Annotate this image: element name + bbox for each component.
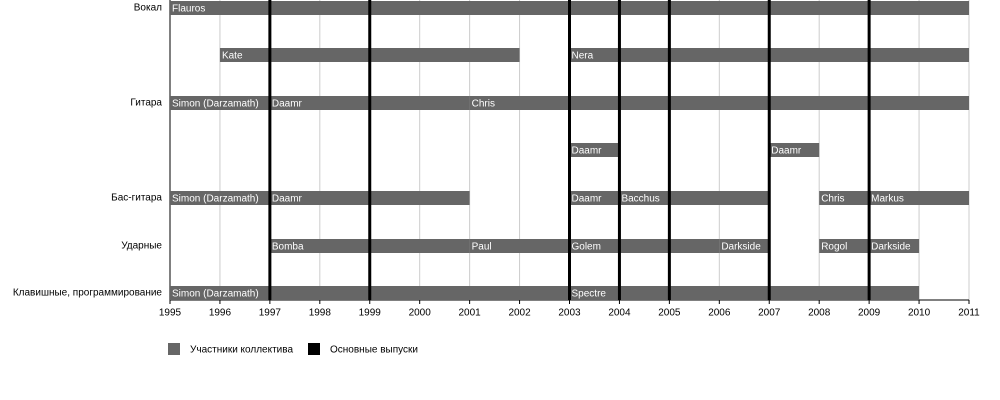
bar-label: Daamr: [771, 146, 802, 157]
bar-label: Simon (Darzamath): [172, 194, 259, 205]
bar-label: Daamr: [272, 99, 303, 110]
bar: [170, 96, 270, 110]
bar: [819, 239, 870, 253]
x-tick-label: 2010: [908, 308, 931, 319]
bar-label: Bacchus: [621, 194, 659, 205]
x-tick-label: 2008: [808, 308, 831, 319]
x-tick-label: 1999: [359, 308, 382, 319]
bar-label: Rogol: [821, 242, 847, 253]
bar: [769, 143, 820, 157]
x-tick-label: 2000: [409, 308, 432, 319]
x-tick-label: 2005: [658, 308, 681, 319]
legend-swatch: [308, 343, 320, 355]
legend-label: Основные выпуски: [330, 345, 418, 356]
bar: [619, 191, 770, 205]
bar-label: Darkside: [871, 242, 911, 253]
bar-label: Daamr: [572, 146, 603, 157]
x-tick-label: 2011: [958, 308, 980, 319]
bar-label: Nera: [572, 51, 594, 62]
x-tick-label: 1996: [209, 308, 232, 319]
bar: [719, 239, 770, 253]
bar-label: Spectre: [572, 289, 607, 300]
x-tick-label: 1997: [259, 308, 282, 319]
bar-label: Daamr: [272, 194, 303, 205]
legend-label: Участники коллектива: [190, 345, 293, 356]
bar: [869, 191, 969, 205]
bar: [869, 239, 920, 253]
bar-label: Chris: [472, 99, 495, 110]
bar: [569, 239, 720, 253]
bar-label: Daamr: [572, 194, 603, 205]
bar-label: Kate: [222, 51, 243, 62]
bar: [170, 191, 270, 205]
bar: [569, 143, 620, 157]
x-tick-label: 2007: [758, 308, 781, 319]
x-tick-label: 2002: [508, 308, 531, 319]
x-tick-label: 2001: [459, 308, 482, 319]
bar: [569, 191, 620, 205]
row-label: Гитара: [130, 98, 162, 109]
bar-label: Simon (Darzamath): [172, 99, 259, 110]
row-label: Бас-гитара: [111, 193, 162, 204]
bar: [569, 286, 920, 300]
bar: [469, 96, 969, 110]
row-label: Ударные: [121, 241, 162, 252]
legend-swatch: [168, 343, 180, 355]
x-tick-label: 1998: [309, 308, 332, 319]
x-tick-label: 2003: [558, 308, 581, 319]
row-label: Вокал: [134, 3, 162, 14]
bar-label: Chris: [821, 194, 844, 205]
bar-label: Bomba: [272, 242, 304, 253]
x-tick-label: 2004: [608, 308, 631, 319]
bar: [469, 239, 570, 253]
bar-label: Simon (Darzamath): [172, 289, 259, 300]
bar-label: Markus: [871, 194, 904, 205]
bar-label: Flauros: [172, 4, 205, 15]
bar: [819, 191, 870, 205]
bar-label: Paul: [472, 242, 492, 253]
x-tick-label: 1995: [159, 308, 182, 319]
bar-label: Darkside: [721, 242, 761, 253]
x-tick-label: 2009: [858, 308, 881, 319]
row-label: Клавишные, программирование: [13, 288, 163, 299]
bar-label: Golem: [572, 242, 601, 253]
x-tick-label: 2006: [708, 308, 731, 319]
